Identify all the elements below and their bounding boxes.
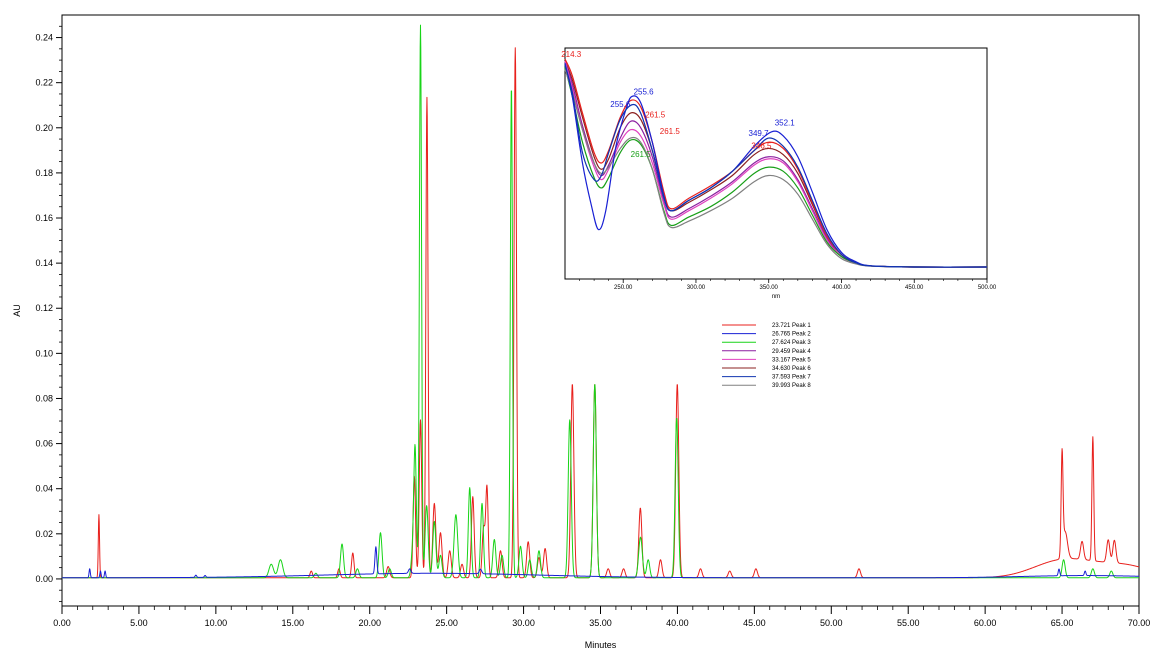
peak-wavelength-label: 346.5 bbox=[751, 142, 772, 151]
chromatogram-plot-area bbox=[61, 24, 1140, 579]
spectrum-series-5 bbox=[564, 67, 988, 268]
peak-wavelength-label: 349.7 bbox=[749, 129, 770, 138]
peak-wavelength-label: 255.6 bbox=[610, 100, 631, 109]
peak-wavelength-label: 352.1 bbox=[775, 119, 796, 128]
legend-label: 37.593 Peak 7 bbox=[772, 375, 811, 381]
y-tick-label: 0.20 bbox=[35, 123, 53, 133]
y-tick-label: 0.12 bbox=[35, 303, 53, 313]
legend: 23.721 Peak 1 26.765 Peak 2 27.624 Peak 3 2… bbox=[722, 323, 811, 389]
inset-x-tick-label: 500.00 bbox=[978, 285, 997, 291]
y-tick-label: 0.16 bbox=[35, 213, 53, 223]
y-tick-label: 0.22 bbox=[35, 78, 53, 88]
y-tick-label: 0.18 bbox=[35, 168, 53, 178]
peak-wavelength-label: 261.5 bbox=[645, 110, 666, 119]
x-tick-label: 40.00 bbox=[666, 618, 689, 628]
legend-label: 23.721 Peak 1 bbox=[772, 323, 811, 329]
inset-x-tick-label: 400.00 bbox=[832, 285, 851, 291]
inset-frame bbox=[564, 47, 988, 280]
y-tick-label: 0.14 bbox=[35, 258, 53, 268]
legend-label: 39.993 Peak 8 bbox=[772, 383, 811, 389]
y-tick-label: 0.04 bbox=[35, 484, 53, 494]
x-tick-label: 55.00 bbox=[897, 618, 920, 628]
chromatogram-series-3 bbox=[61, 546, 1140, 579]
y-tick-label: 0.06 bbox=[35, 439, 53, 449]
inset-x-axis-title: nm bbox=[772, 294, 780, 300]
x-tick-label: 20.00 bbox=[358, 618, 381, 628]
x-tick-label: 45.00 bbox=[743, 618, 766, 628]
x-tick-label: 0.00 bbox=[53, 618, 71, 628]
legend-label: 27.624 Peak 3 bbox=[772, 340, 811, 346]
main-axes: 0.00 5.00 10.00 15.00 20.00 25.00 30.00 35.00 40… bbox=[12, 14, 1151, 650]
y-tick-label: 0.10 bbox=[35, 348, 53, 358]
inset-x-tick-label: 300.00 bbox=[687, 285, 706, 291]
y-tick-label: 0.00 bbox=[35, 574, 53, 584]
spectrum-series-8 bbox=[564, 65, 988, 268]
x-tick-label: 50.00 bbox=[820, 618, 843, 628]
y-tick-label: 0.08 bbox=[35, 393, 53, 403]
legend-label: 26.765 Peak 2 bbox=[772, 332, 811, 338]
x-tick-label: 35.00 bbox=[589, 618, 612, 628]
peak-wavelength-label: 261.5 bbox=[631, 150, 652, 159]
x-tick-label: 30.00 bbox=[512, 618, 535, 628]
x-tick-label: 70.00 bbox=[1128, 618, 1151, 628]
x-tick-label: 65.00 bbox=[1051, 618, 1074, 628]
peak-wavelength-label: 261.5 bbox=[660, 127, 681, 136]
legend-label: 34.630 Peak 6 bbox=[772, 366, 811, 372]
x-axis-title: Minutes bbox=[585, 640, 617, 650]
y-tick-label: 0.24 bbox=[35, 33, 53, 43]
x-tick-label: 5.00 bbox=[130, 618, 148, 628]
y-axis-title: AU bbox=[12, 304, 22, 317]
inset-x-tick-label: 350.00 bbox=[760, 285, 779, 291]
x-tick-label: 10.00 bbox=[205, 618, 228, 628]
y-tick-label: 0.02 bbox=[35, 529, 53, 539]
inset-x-tick-label: 250.00 bbox=[614, 285, 633, 291]
peak-wavelength-label: 214.3 bbox=[561, 50, 582, 59]
uv-spectrum-inset: 250.00 300.00 350.00 400.00 450.00 500.00 nm 21… bbox=[561, 47, 997, 300]
legend-label: 29.459 Peak 4 bbox=[772, 349, 811, 355]
legend-label: 33.167 Peak 5 bbox=[772, 357, 811, 363]
peak-wavelength-label: 255.6 bbox=[634, 87, 655, 96]
x-tick-label: 15.00 bbox=[282, 618, 305, 628]
x-tick-label: 25.00 bbox=[435, 618, 458, 628]
x-tick-label: 60.00 bbox=[974, 618, 997, 628]
inset-x-tick-label: 450.00 bbox=[905, 285, 924, 291]
